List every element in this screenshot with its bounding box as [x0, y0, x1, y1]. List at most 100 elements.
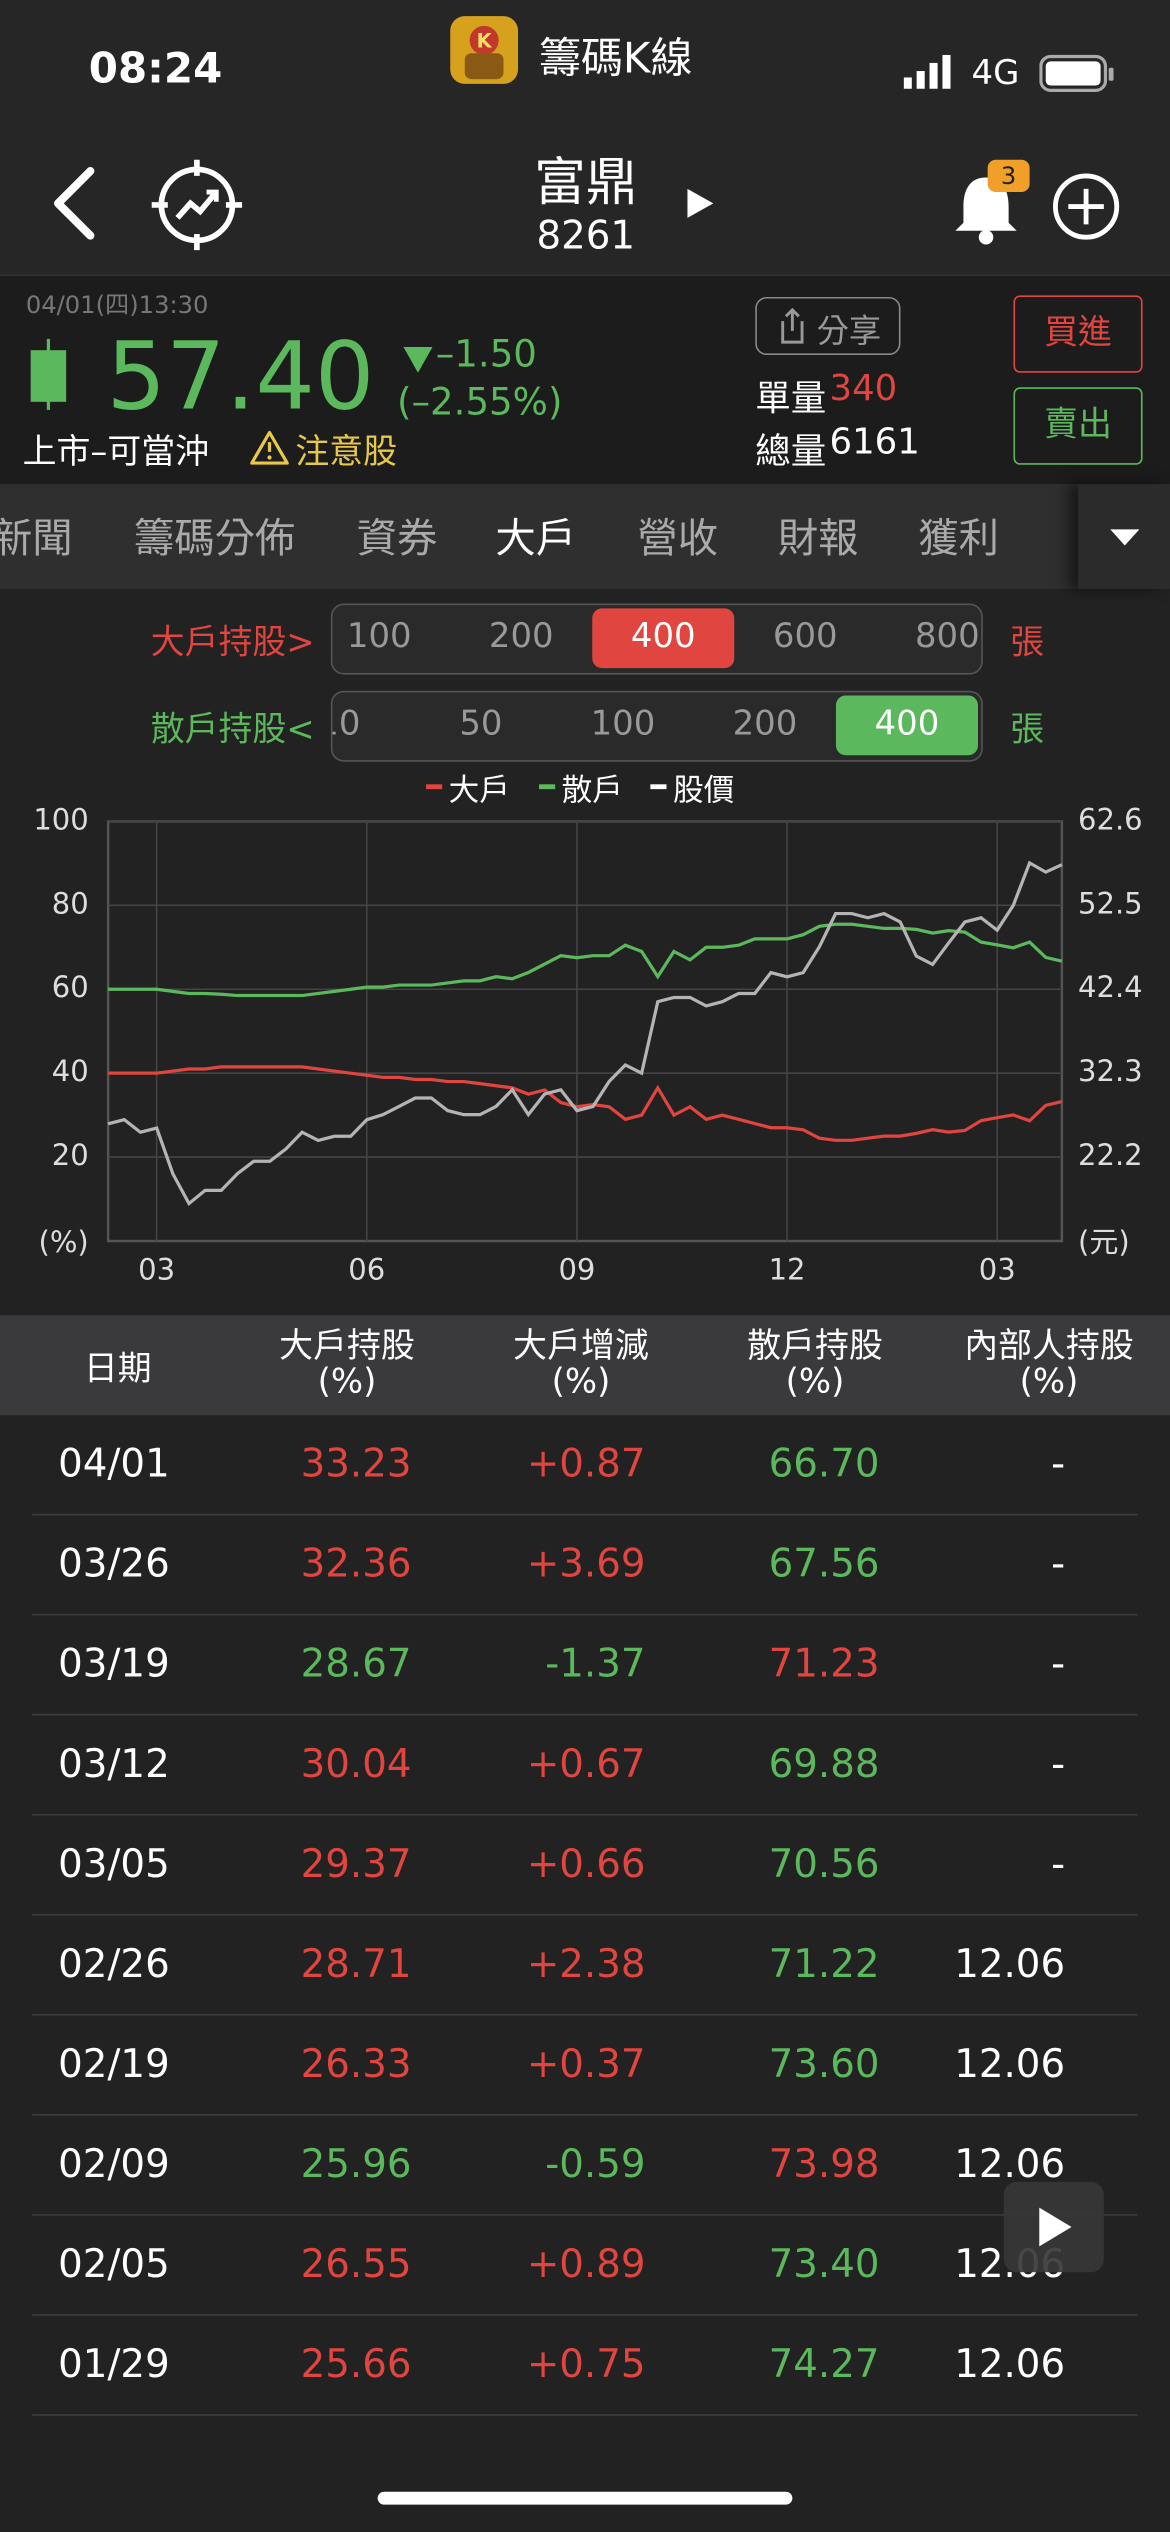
- price-change-pct: (–2.55%): [396, 382, 563, 425]
- trend-button[interactable]: [150, 158, 244, 252]
- filter-option[interactable]: 50: [459, 703, 503, 743]
- table-cell: -: [1051, 1841, 1066, 1887]
- filter-option[interactable]: 800: [914, 616, 980, 656]
- table-cell: 28.71: [300, 1941, 412, 1987]
- price-change: –1.50: [435, 334, 537, 377]
- notification-badge: 3: [987, 159, 1030, 193]
- table-cell: +0.66: [526, 1841, 646, 1887]
- series-line: [108, 922, 1063, 998]
- table-cell: 73.60: [768, 2041, 880, 2087]
- table-cell: 28.67: [300, 1641, 412, 1687]
- table-cell: 26.33: [300, 2041, 412, 2087]
- table-cell: -1.37: [545, 1641, 646, 1687]
- table-cell: 03/26: [58, 1541, 170, 1587]
- tab[interactable]: 財報: [777, 514, 859, 562]
- table-header-cell: 大戶持股: [279, 1326, 415, 1366]
- table-cell: 03/05: [58, 1841, 170, 1887]
- quote-time: 04/01(四)13:30: [25, 290, 209, 320]
- filter-option[interactable]: 100: [346, 616, 412, 656]
- chart: 20 40 60 80 100 22.2 32.3 42.4 52.5 62.6 (%) (元) 03 0…: [33, 802, 1143, 1287]
- tab[interactable]: 資券: [356, 514, 438, 562]
- share-button[interactable]: [755, 296, 901, 356]
- plot-area: [106, 820, 1064, 1243]
- network: 4G: [971, 53, 1020, 92]
- table-cell: 29.37: [300, 1841, 412, 1887]
- filter-options: 10 50 100 200 400: [330, 690, 983, 762]
- table-cell: 26.55: [300, 2241, 412, 2287]
- filter-unit: 張: [1010, 710, 1045, 749]
- table-cell: +0.37: [526, 2041, 646, 2087]
- y2-tick-label: 62.6: [1078, 802, 1143, 836]
- table-cell: 02/05: [58, 2241, 170, 2287]
- y2-tick-label: 32.3: [1078, 1054, 1143, 1088]
- warning-icon: [250, 430, 289, 465]
- signal-icon: [903, 54, 951, 89]
- back-button[interactable]: [42, 161, 107, 245]
- filter-selected: [592, 608, 735, 669]
- filter-option[interactable]: 400: [874, 703, 940, 743]
- table-cell: 12.06: [954, 2341, 1066, 2387]
- home-indicator: [377, 2491, 793, 2505]
- y-tick-label: 80: [52, 886, 89, 920]
- table-cell: 02/19: [58, 2041, 170, 2087]
- table-cell: 25.66: [300, 2341, 412, 2387]
- filter-option[interactable]: 10: [332, 703, 361, 743]
- app-icon: K: [450, 16, 519, 84]
- table-cell: -: [1051, 1741, 1066, 1787]
- table-cell: 32.36: [300, 1541, 412, 1587]
- y-tick-label: 100: [33, 802, 88, 836]
- table-cell: +3.69: [526, 1541, 646, 1587]
- tab[interactable]: 大戶: [495, 514, 577, 562]
- play-button[interactable]: [1003, 2181, 1104, 2273]
- sell-button[interactable]: 賣出: [1013, 387, 1143, 465]
- table-header-cell: 日期: [83, 1349, 152, 1388]
- filter-option[interactable]: 100: [590, 703, 656, 743]
- filter-option[interactable]: 200: [732, 703, 798, 743]
- table-cell: 12.06: [954, 2141, 1066, 2187]
- tab-bar: 新聞 籌碼分佈 資券 大戶 營收 財報 獲利: [0, 484, 1170, 590]
- legend-swatch: [650, 784, 667, 790]
- table-cell: 02/09: [58, 2141, 170, 2187]
- stock-code: 8261: [536, 213, 636, 259]
- x-tick-label: 12: [769, 1253, 806, 1287]
- quote-panel: [0, 274, 1170, 486]
- filter-label: 大戶持股>: [150, 622, 315, 662]
- tab[interactable]: 營收: [637, 514, 719, 562]
- tab[interactable]: 籌碼分佈: [133, 514, 296, 562]
- filter-label: 散戶持股<: [150, 710, 315, 749]
- row-separator: [32, 1813, 1138, 1816]
- table-cell: -0.59: [545, 2141, 646, 2187]
- play-icon: [1039, 2207, 1072, 2247]
- legend: 大戶 散戶 股價: [0, 767, 1170, 809]
- x-tick-label: 03: [138, 1253, 175, 1287]
- buy-button[interactable]: 買進: [1013, 295, 1143, 373]
- row-separator: [32, 2214, 1138, 2216]
- clock: 08:24: [88, 45, 223, 94]
- table-cell: +0.67: [526, 1741, 646, 1787]
- tab-menu-button[interactable]: [1078, 484, 1170, 590]
- table-cell: 70.56: [768, 1841, 880, 1887]
- row-separator: [32, 1913, 1138, 1916]
- switch-stock-button[interactable]: [684, 187, 716, 219]
- filter-option[interactable]: 600: [772, 616, 838, 656]
- table-cell: 30.04: [300, 1741, 412, 1787]
- table-cell: 71.22: [768, 1941, 880, 1987]
- y-tick-label: 40: [52, 1054, 89, 1088]
- y2-axis-label: (元): [1078, 1225, 1130, 1259]
- tab[interactable]: 獲利: [918, 514, 999, 562]
- legend-label: 大戶: [448, 773, 510, 809]
- filter-unit: 張: [1010, 622, 1045, 662]
- filter-option[interactable]: 400: [630, 616, 696, 656]
- add-button[interactable]: [1051, 171, 1122, 242]
- y-tick-label: 20: [52, 1138, 89, 1172]
- table-cell: 02/26: [58, 1941, 170, 1987]
- unit-volume-label: 單量: [755, 379, 827, 420]
- alert-tag: 注意股: [295, 432, 397, 472]
- table-cell: 01/29: [58, 2341, 170, 2387]
- filter-option[interactable]: 200: [488, 616, 554, 656]
- tab[interactable]: 新聞: [0, 514, 73, 562]
- app-name: 籌碼K線: [539, 35, 693, 84]
- legend-swatch: [426, 784, 443, 790]
- share-icon: [781, 307, 804, 344]
- table-cell: 33.23: [300, 1441, 412, 1487]
